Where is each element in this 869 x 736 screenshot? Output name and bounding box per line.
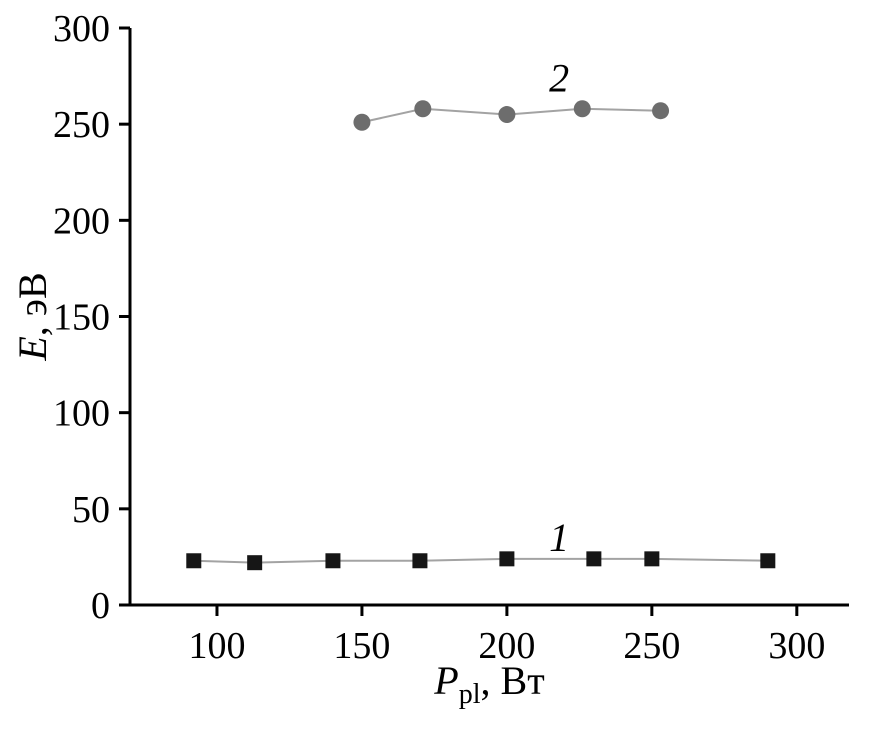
x-tick-label: 150 <box>333 625 390 667</box>
series-1-marker <box>586 551 602 567</box>
y-tick-label: 50 <box>72 489 110 531</box>
x-axis-title: Ppl, Вт <box>433 658 544 710</box>
series-2-marker <box>353 113 371 131</box>
y-axis-title: E, эВ <box>10 272 55 361</box>
series-1-marker <box>186 553 202 569</box>
series-2-marker <box>498 106 516 124</box>
x-tick-label: 300 <box>768 625 825 667</box>
series-label-2: 2 <box>549 55 569 100</box>
series-1-line <box>193 557 768 564</box>
y-tick-label: 200 <box>53 200 110 242</box>
plot-axes <box>119 26 849 616</box>
series-2 <box>353 100 670 131</box>
series-1-marker <box>499 551 515 567</box>
series-2-marker <box>414 100 432 118</box>
series-1-marker <box>247 555 263 571</box>
y-tick-label: 150 <box>53 297 110 339</box>
y-tick-label: 0 <box>91 585 110 627</box>
series-2-marker <box>573 100 591 118</box>
x-tick-labels: 100 150 200 250 300 <box>188 625 825 667</box>
series-1-marker <box>325 553 341 569</box>
x-tick-label: 200 <box>478 625 535 667</box>
series-1-marker <box>412 553 428 569</box>
x-tick-label: 100 <box>188 625 245 667</box>
series-1 <box>186 551 776 571</box>
series-1-marker <box>644 551 660 567</box>
series-1-marker <box>760 553 776 569</box>
x-tick-label: 250 <box>623 625 680 667</box>
y-tick-labels: 0 50 100 150 200 250 300 <box>53 8 110 627</box>
series-2-marker <box>652 102 670 120</box>
y-tick-label: 300 <box>53 8 110 50</box>
series-label-1: 1 <box>549 515 569 560</box>
y-tick-label: 250 <box>53 104 110 146</box>
y-tick-label: 100 <box>53 393 110 435</box>
